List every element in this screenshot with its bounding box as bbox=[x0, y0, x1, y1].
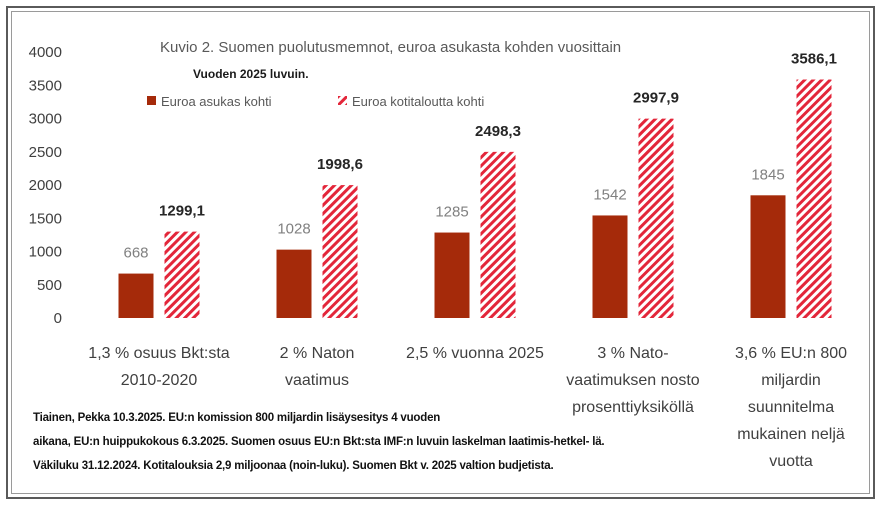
x-tick-label: vuotta bbox=[769, 453, 813, 470]
y-tick-label: 500 bbox=[37, 277, 62, 294]
bar-euroa-asukas-kohti bbox=[276, 249, 312, 318]
bar-euroa-kotitaloutta-kohti bbox=[322, 185, 358, 318]
data-label: 1299,1 bbox=[159, 203, 205, 220]
x-tick-label: 2010-2020 bbox=[121, 372, 198, 389]
bars bbox=[118, 79, 832, 318]
data-label: 2498,3 bbox=[475, 123, 521, 140]
x-tick-label: mukainen neljä bbox=[737, 426, 845, 443]
y-tick-label: 2500 bbox=[29, 144, 62, 161]
x-axis: 1,3 % osuus Bkt:sta 2010-2020 2 % Naton vaa… bbox=[88, 345, 847, 470]
source-note-line: Väkiluku 31.12.2024. Kotitalouksia 2,9 m… bbox=[33, 460, 554, 472]
data-label: 3586,1 bbox=[791, 51, 837, 68]
x-tick-label: suunnitelma bbox=[748, 399, 834, 416]
y-tick-label: 3500 bbox=[29, 77, 62, 94]
bar-euroa-kotitaloutta-kohti bbox=[638, 118, 674, 318]
data-label: 1845 bbox=[751, 166, 784, 183]
bar-euroa-kotitaloutta-kohti bbox=[164, 231, 200, 318]
bar-euroa-asukas-kohti bbox=[592, 215, 628, 318]
bar-euroa-asukas-kohti bbox=[750, 195, 786, 318]
bar-euroa-asukas-kohti bbox=[118, 273, 154, 318]
data-label: 2997,9 bbox=[633, 90, 679, 107]
x-tick-label: 1,3 % osuus Bkt:sta bbox=[88, 345, 230, 362]
x-tick-label: vaatimuksen nosto bbox=[566, 372, 700, 389]
data-label: 1542 bbox=[593, 186, 626, 203]
legend-label-euroa-kotitaloutta-kohti: Euroa kotitaloutta kohti bbox=[352, 94, 484, 109]
x-tick-label: vaatimus bbox=[285, 372, 349, 389]
x-tick-label: 2,5 % vuonna 2025 bbox=[406, 345, 544, 362]
y-tick-label: 4000 bbox=[29, 44, 62, 61]
legend-label-euroa-asukas-kohti: Euroa asukas kohti bbox=[161, 94, 272, 109]
bar-euroa-asukas-kohti bbox=[434, 232, 470, 318]
data-label: 1028 bbox=[277, 221, 310, 238]
legend: Euroa asukas kohti Euroa kotitaloutta ko… bbox=[147, 94, 484, 109]
chart-subtitle: Vuoden 2025 luvuin. bbox=[193, 67, 309, 81]
legend-swatch-euroa-kotitaloutta-kohti bbox=[338, 96, 347, 105]
source-note-line: Tiainen, Pekka 10.3.2025. EU:n komission… bbox=[33, 412, 441, 424]
x-tick-label: miljardin bbox=[761, 372, 821, 389]
chart-frame-inner bbox=[11, 11, 870, 494]
data-label: 1285 bbox=[435, 204, 468, 221]
x-tick-label: 3 % Nato- bbox=[597, 345, 668, 362]
y-tick-label: 3000 bbox=[29, 111, 62, 128]
y-tick-label: 0 bbox=[54, 310, 62, 327]
x-tick-label: 2 % Naton bbox=[280, 345, 355, 362]
data-labels: 668 1299,1 1028 1998,6 1285 2498,3 1542 2997,9 1… bbox=[123, 51, 836, 262]
data-label: 1998,6 bbox=[317, 156, 363, 173]
bar-euroa-kotitaloutta-kohti bbox=[796, 79, 832, 318]
source-note-line: aikana, EU:n huippukokous 6.3.2025. Suom… bbox=[33, 436, 605, 448]
bar-euroa-kotitaloutta-kohti bbox=[480, 151, 516, 318]
chart-title: Kuvio 2. Suomen puolutusmemnot, euroa as… bbox=[160, 39, 621, 56]
x-tick-label: 3,6 % EU:n 800 bbox=[735, 345, 847, 362]
source-note: Tiainen, Pekka 10.3.2025. EU:n komission… bbox=[33, 406, 733, 478]
y-tick-label: 2000 bbox=[29, 177, 62, 194]
x-tick-label: prosenttiyksiköllä bbox=[572, 399, 694, 416]
y-tick-label: 1000 bbox=[29, 244, 62, 261]
legend-swatch-euroa-asukas-kohti bbox=[147, 96, 156, 105]
y-tick-label: 1500 bbox=[29, 210, 62, 227]
data-label: 668 bbox=[123, 245, 148, 262]
y-axis: 0 500 1000 1500 2000 2500 3000 3500 4000 bbox=[29, 44, 62, 327]
